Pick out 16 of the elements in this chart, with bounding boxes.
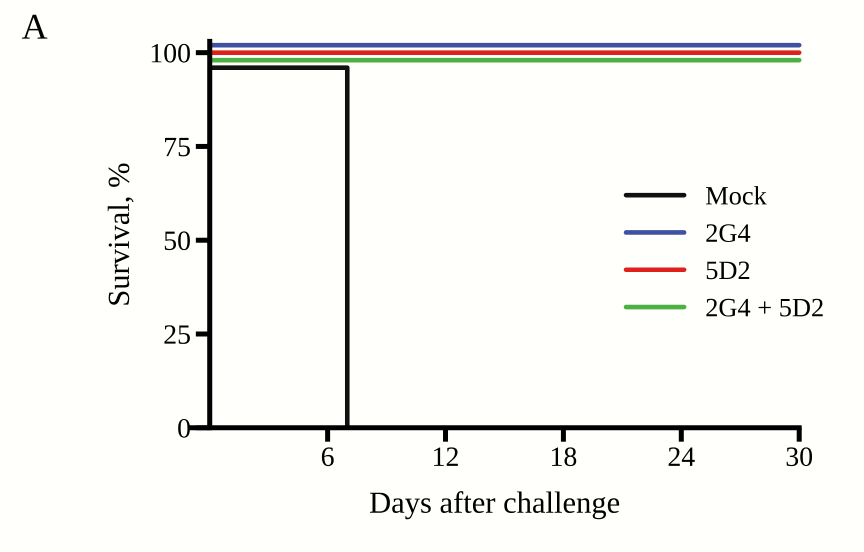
x-tick-label: 18	[552, 447, 576, 466]
y-tick-label: 100	[152, 44, 190, 63]
legend-label: 5D2	[706, 262, 750, 280]
y-tick-label: 25	[164, 325, 190, 344]
x-tick-label: 30	[786, 447, 812, 466]
legend-label: Mock	[706, 186, 767, 205]
x-tick-label: 24	[668, 447, 695, 466]
text: A	[22, 14, 48, 39]
y-tick-label: 75	[165, 138, 190, 156]
legend-label: 2G4	[706, 224, 750, 242]
x-tick-label: 12	[434, 447, 458, 466]
x-axis-title: Days after challenge	[370, 491, 620, 520]
x-tick-label: 6	[322, 447, 334, 466]
y-tick-label: 50	[164, 231, 190, 250]
y-axis-title: Survival, %	[108, 164, 134, 305]
legend-label: 2G4 + 5D2	[706, 298, 823, 317]
